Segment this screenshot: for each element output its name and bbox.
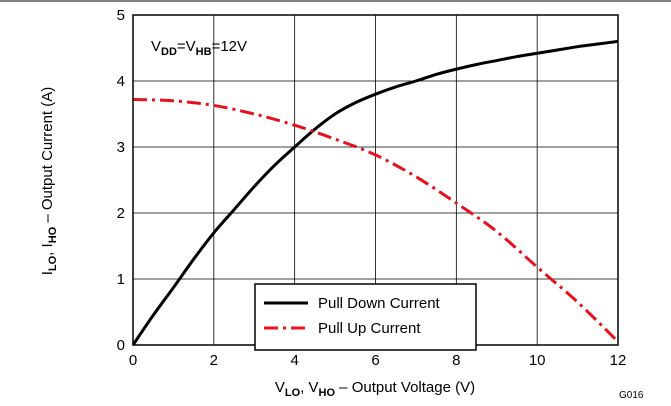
series-line-0 xyxy=(131,39,619,346)
y-tick-label: 4 xyxy=(117,73,125,90)
y-tick-label: 3 xyxy=(117,139,125,156)
x-tick-label: 12 xyxy=(610,352,627,369)
x-tick-labels: 0 2 4 6 8 10 12 xyxy=(129,352,627,369)
legend-label-pull-up: Pull Up Current xyxy=(318,320,421,337)
y-tick-label: 0 xyxy=(117,337,125,354)
x-tick-label: 4 xyxy=(290,352,298,369)
y-axis-title: ILO, IHO – Output Current (A) xyxy=(39,87,59,276)
figure-code: G016 xyxy=(619,390,644,401)
legend-label-pull-down: Pull Down Current xyxy=(318,295,441,312)
legend-box xyxy=(254,283,477,351)
x-tick-label: 10 xyxy=(529,352,546,369)
x-tick-label: 8 xyxy=(452,352,460,369)
grid-lines xyxy=(133,15,618,345)
series-layer xyxy=(131,39,620,346)
x-tick-label: 2 xyxy=(210,352,218,369)
y-tick-label: 5 xyxy=(117,7,125,24)
x-tick-label: 0 xyxy=(129,352,137,369)
y-tick-labels: 0 1 2 3 4 5 xyxy=(117,7,125,354)
y-tick-label: 2 xyxy=(117,205,125,222)
x-axis-title: VLO, VHO – Output Voltage (V) xyxy=(275,379,475,399)
x-tick-label: 6 xyxy=(371,352,379,369)
legend: Pull Down Current Pull Up Current xyxy=(254,283,477,351)
y-tick-label: 1 xyxy=(117,271,125,288)
condition-annotation: VDD=VHB=12V xyxy=(151,38,247,58)
series-line-1 xyxy=(132,97,620,343)
